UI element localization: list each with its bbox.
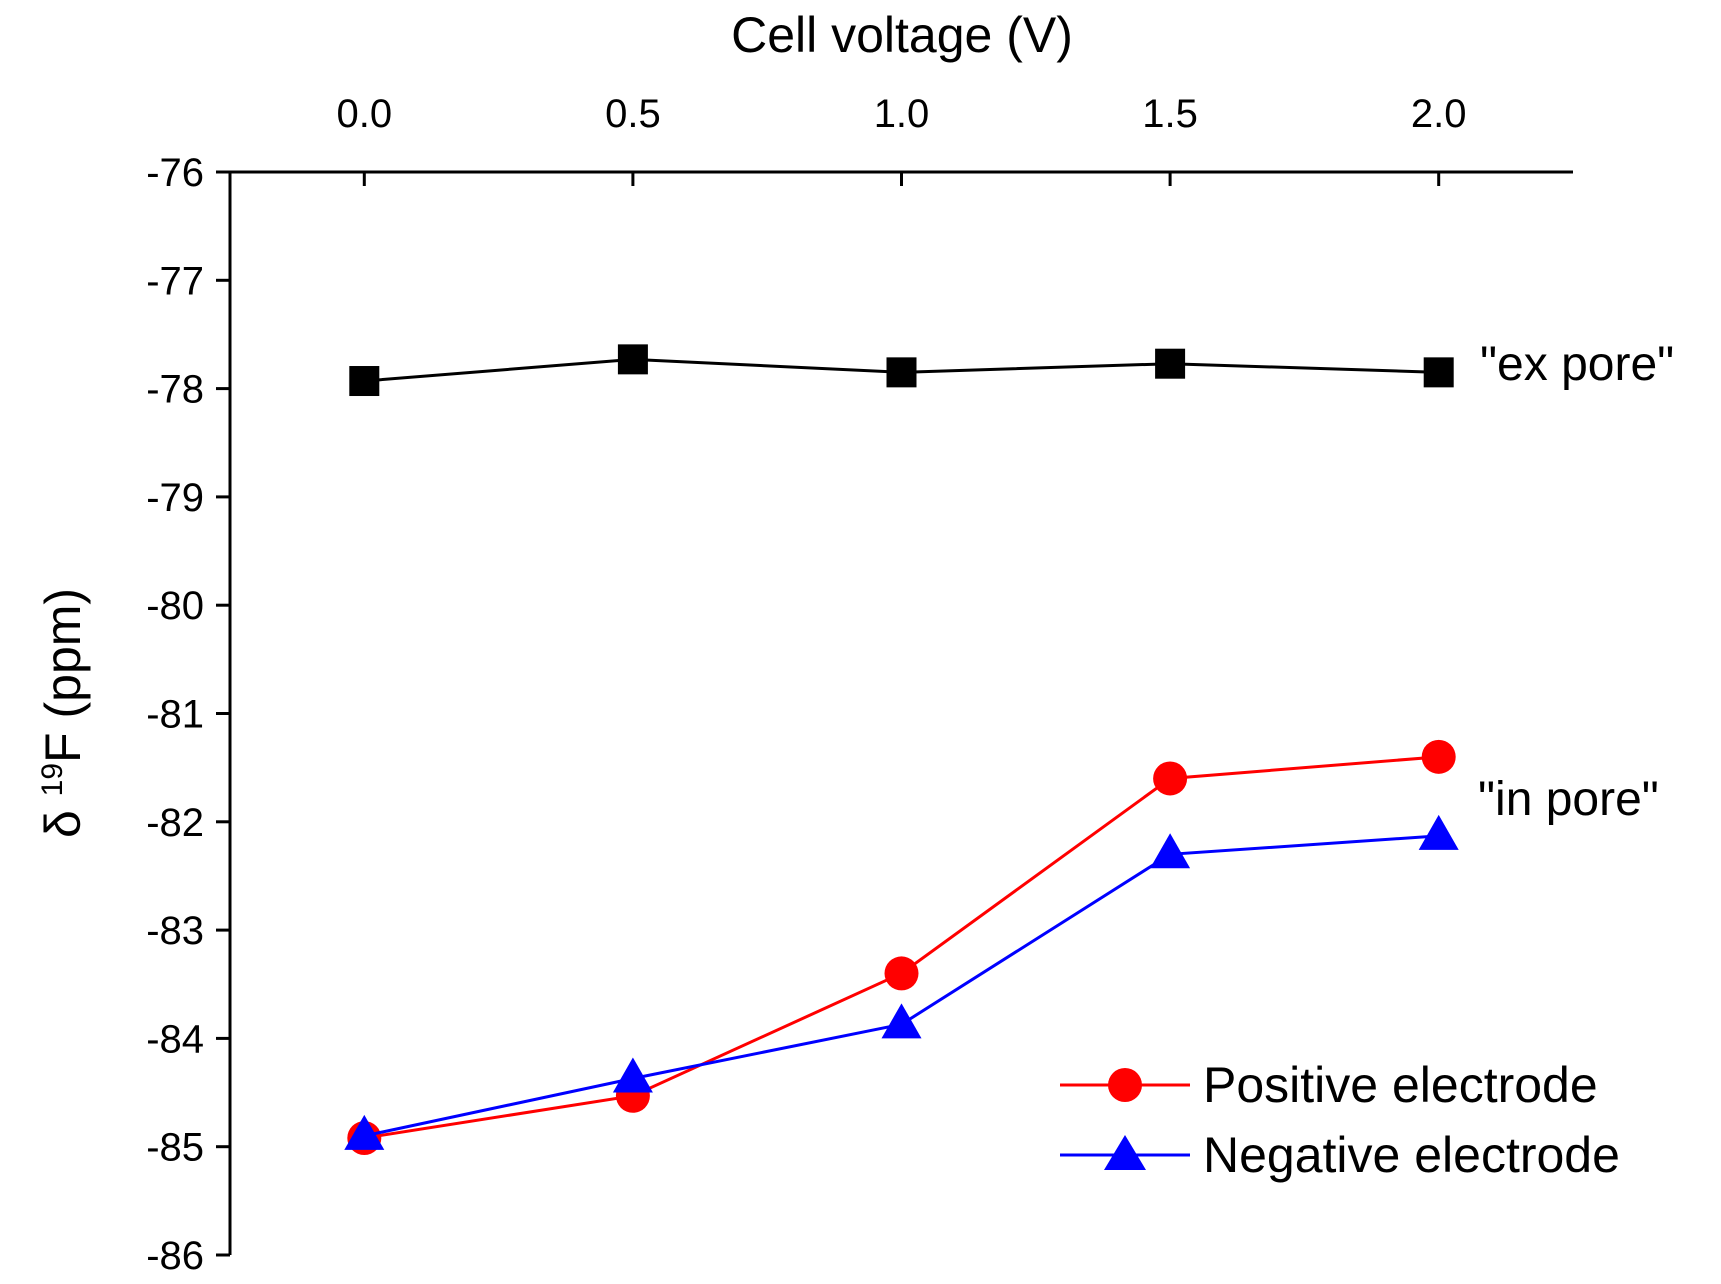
series-positive-electrode-point xyxy=(884,956,919,991)
x-tick-label: 1.0 xyxy=(874,92,930,136)
series-negative-electrode-point xyxy=(1418,814,1459,850)
series-negative-electrode-point xyxy=(881,1003,922,1039)
x-tick-label: 0.0 xyxy=(336,92,392,136)
y-tick-label: -77 xyxy=(146,259,204,303)
y-axis-title-main: F (ppm) xyxy=(35,588,91,763)
series-ex-pore-point xyxy=(1155,348,1186,379)
y-tick-label: -78 xyxy=(146,368,204,412)
y-tick-label: -76 xyxy=(146,151,204,195)
series-layer xyxy=(344,344,1459,1156)
series-ex-pore-point xyxy=(1423,357,1454,388)
y-tick-label: -83 xyxy=(146,909,204,953)
y-axis-title-prefix: δ xyxy=(35,796,91,838)
series-positive-electrode-point xyxy=(1153,761,1188,796)
series-negative-electrode-point xyxy=(1150,833,1191,869)
legend: Positive electrode Negative electrode xyxy=(1060,1057,1620,1183)
y-tick-label: -80 xyxy=(146,584,204,628)
legend-marker-negative xyxy=(1104,1135,1146,1170)
series-negative-electrode-point xyxy=(344,1114,385,1150)
legend-label-positive: Positive electrode xyxy=(1203,1057,1598,1113)
y-tick-label: -86 xyxy=(146,1234,204,1278)
series-ex-pore-point xyxy=(617,344,648,375)
y-tick-label: -85 xyxy=(146,1126,204,1170)
x-ticks: 0.0 0.5 1.0 1.5 2.0 xyxy=(336,92,1467,186)
y-tick-label: -82 xyxy=(146,801,204,845)
x-tick-label: 0.5 xyxy=(605,92,661,136)
x-axis-title: Cell voltage (V) xyxy=(731,7,1073,63)
annotation-in-pore: "in pore" xyxy=(1478,773,1659,826)
y-axis-title: δ 19F (ppm) xyxy=(35,588,91,838)
y-tick-label: -79 xyxy=(146,476,204,520)
x-tick-label: 1.5 xyxy=(1142,92,1198,136)
legend-label-negative: Negative electrode xyxy=(1203,1127,1620,1183)
y-tick-label: -81 xyxy=(146,693,204,737)
series-ex-pore-point xyxy=(349,366,380,397)
series-ex-pore-point xyxy=(886,357,917,388)
y-axis-title-superscript: 19 xyxy=(36,763,69,796)
annotation-ex-pore: "ex pore" xyxy=(1480,338,1674,391)
x-tick-label: 2.0 xyxy=(1411,92,1467,136)
series-positive-electrode-point xyxy=(1421,739,1456,774)
series-negative-electrode-point xyxy=(612,1057,653,1093)
y-ticks: -76 -77 -78 -79 -80 -81 -82 -83 -84 -85 -86 xyxy=(146,151,230,1278)
legend-marker-positive xyxy=(1108,1068,1142,1102)
y-tick-label: -84 xyxy=(146,1017,204,1061)
